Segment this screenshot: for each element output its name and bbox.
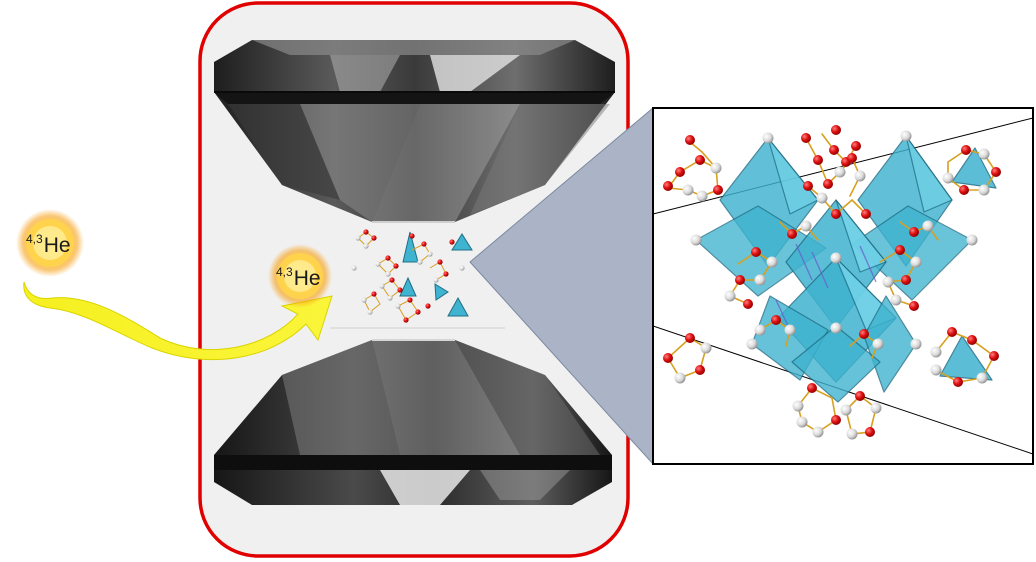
helium-label-outside: 4,3He xyxy=(26,233,71,256)
helium-label-chamber: 4,3He xyxy=(276,266,321,289)
helium-atom-icon xyxy=(16,209,84,277)
upper-diamond-anvil-icon xyxy=(214,40,615,223)
helium-mass-numbers: 4,3 xyxy=(26,232,43,246)
helium-atom-icon-chamber xyxy=(268,244,332,308)
crystal-structure-icon xyxy=(652,107,1034,465)
sample-crystal-icon xyxy=(330,229,505,329)
helium-symbol: He xyxy=(293,267,321,290)
helium-symbol: He xyxy=(43,234,71,257)
helium-loading-arrow xyxy=(23,281,333,361)
helium-mass-numbers: 4,3 xyxy=(276,265,293,279)
lower-diamond-anvil-icon xyxy=(214,339,612,505)
